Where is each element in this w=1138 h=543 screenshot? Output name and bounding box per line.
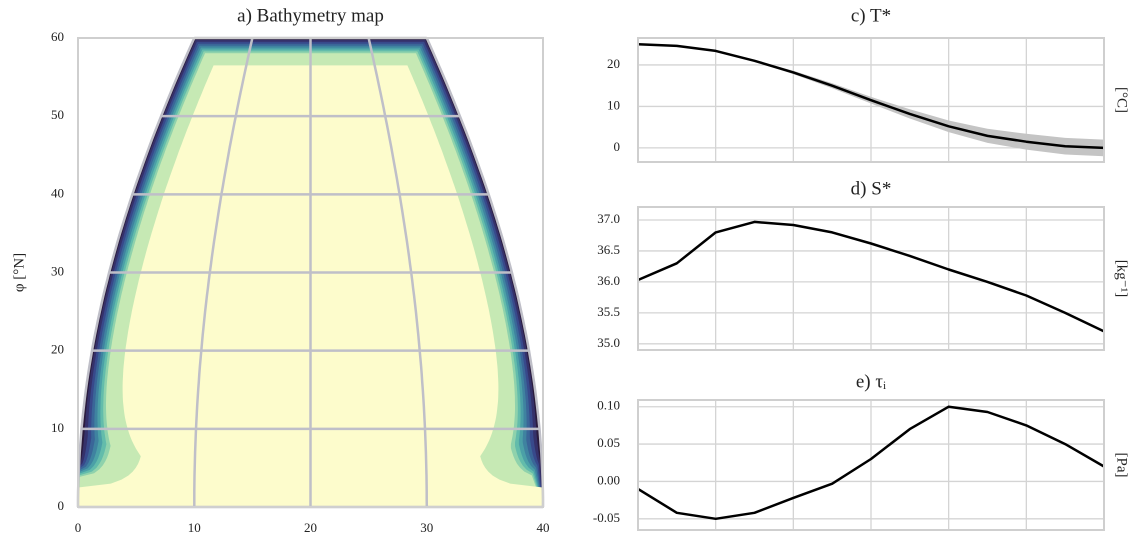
x-tick-label: 20 (304, 520, 317, 535)
y-tick-label: 36.0 (597, 273, 620, 288)
panel-title: d) S* (851, 178, 892, 199)
meridian-grid-line (193, 37, 254, 507)
y-tick-label: 36.5 (597, 242, 620, 257)
y-tick-label: -0.05 (593, 510, 620, 525)
x-tick-label: 10 (188, 520, 201, 535)
y-tick-label: 40 (51, 185, 64, 200)
y-axis-label: [kg⁻¹] (1114, 260, 1130, 297)
y-tick-label: 10 (607, 97, 620, 112)
data-line (637, 405, 1105, 521)
y-tick-label: 0.05 (597, 435, 620, 450)
plot-frame (77, 37, 544, 508)
panel-title: e) τᵢ (856, 371, 886, 392)
meridian-grid-line (425, 37, 545, 507)
y-tick-label: 30 (51, 263, 64, 278)
plot-frame (637, 37, 1105, 163)
x-tick-label: 30 (420, 520, 433, 535)
x-tick-label: 0 (75, 520, 82, 535)
panel-title: c) T* (851, 5, 891, 26)
y-tick-label: 50 (51, 107, 64, 122)
data-line (637, 42, 1105, 150)
meridian-grid-line (76, 37, 196, 507)
y-tick-label: 35.0 (597, 335, 620, 350)
y-axis-label: [Pa] (1114, 453, 1130, 478)
x-tick-label: 40 (537, 520, 550, 535)
meridian-grid-line (367, 37, 429, 508)
y-tick-label: 20 (51, 342, 64, 357)
y-tick-label: 0 (614, 139, 621, 154)
y-tick-label: 20 (607, 56, 620, 71)
y-axis-label: [°C] (1114, 87, 1130, 113)
y-tick-label: 10 (51, 420, 64, 435)
y-tick-label: 0.00 (597, 472, 620, 487)
y-tick-label: 35.5 (597, 304, 620, 319)
y-axis-label: φ [°N] (11, 253, 27, 292)
data-line (637, 220, 1105, 333)
y-tick-label: 0 (58, 498, 65, 513)
plot-frame (637, 399, 1105, 531)
panel-title: a) Bathymetry map (237, 5, 384, 26)
y-tick-label: 0.10 (597, 398, 620, 413)
y-tick-label: 60 (51, 29, 64, 44)
plot-frame (637, 206, 1105, 351)
y-tick-label: 37.0 (597, 211, 620, 226)
